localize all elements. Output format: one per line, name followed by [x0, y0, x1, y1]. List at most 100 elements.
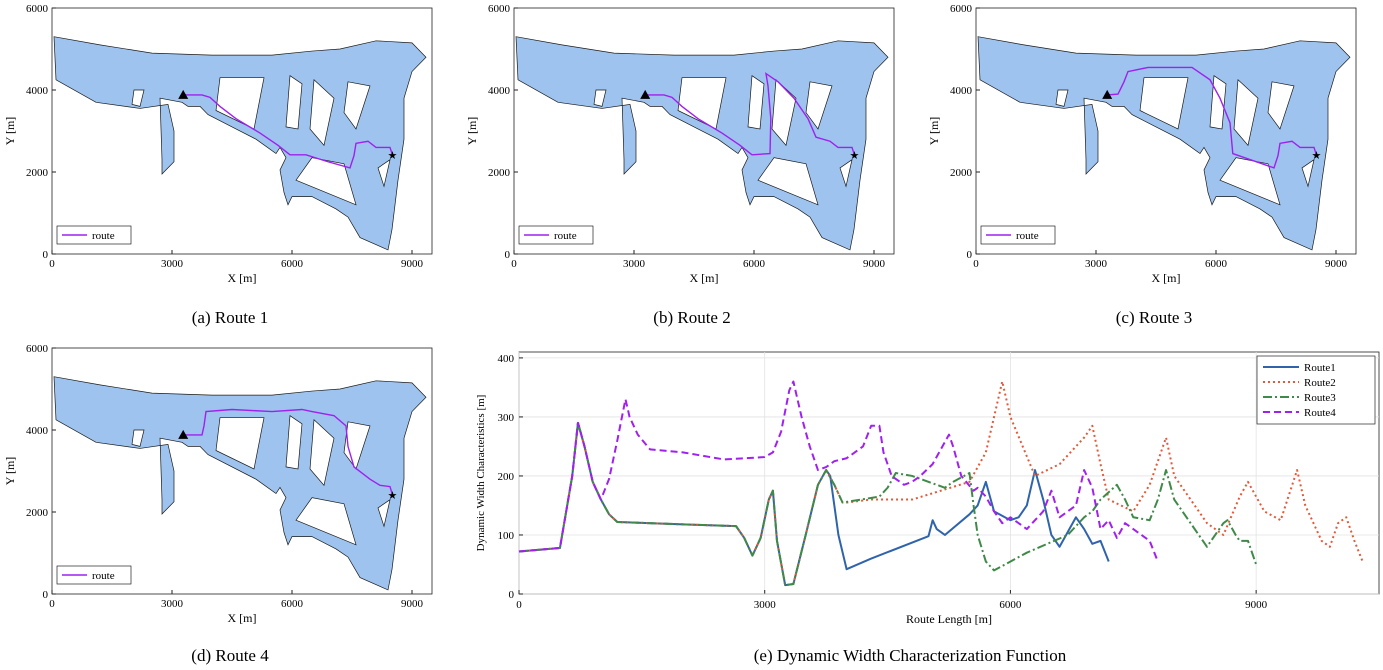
harbour-water — [977, 36, 1351, 251]
legend-label-route4: Route4 — [1304, 407, 1336, 419]
land-area — [1233, 79, 1259, 147]
y-tick-label: 2000 — [950, 167, 973, 179]
x-tick-label: 9000 — [1325, 258, 1348, 270]
width-function-chart: 0 3000 6000 9000 0 100 200 300 400 Route Length [… — [475, 351, 1380, 626]
y-tick-label: 100 — [498, 530, 515, 542]
x-axis-label: X [m] — [690, 271, 719, 285]
caption-a: (a) Route 1 — [191, 308, 269, 327]
route-line — [183, 94, 394, 169]
caption-e: (e) Dynamic Width Characterization Funct… — [753, 646, 1067, 665]
series-line-route4 — [518, 380, 1159, 562]
y-tick-label: 0 — [43, 589, 49, 601]
y-tick-label: 0 — [43, 249, 49, 261]
y-tick-label: 4000 — [950, 85, 973, 97]
x-tick-label: 0 — [511, 258, 517, 270]
route-line — [183, 408, 394, 495]
land-area — [295, 497, 357, 546]
legend-box — [56, 225, 132, 245]
land-area — [757, 157, 819, 206]
y-tick-label: 2000 — [26, 167, 49, 179]
x-tick-label: 6000 — [281, 598, 304, 610]
land-area — [839, 158, 853, 188]
legend-label-route1: Route1 — [1304, 362, 1336, 374]
land-area — [131, 429, 145, 447]
goal-marker: ★ — [387, 150, 397, 162]
legend-label: route — [1016, 230, 1039, 242]
goal-marker: ★ — [1311, 150, 1321, 162]
y-tick-label: 0 — [967, 249, 973, 261]
legend-box — [980, 225, 1056, 245]
y-tick-label: 0 — [505, 249, 511, 261]
panel-d-map: 0 3000 6000 9000 0 2000 4000 6000 X [m] Y [m] ★ rou… — [3, 343, 433, 625]
harbour-water — [53, 36, 427, 251]
x-tick-label: 0 — [49, 598, 55, 610]
land-area — [377, 498, 391, 528]
y-tick-label: 6000 — [26, 343, 49, 355]
legend-label: route — [92, 230, 115, 242]
land-area — [309, 79, 335, 147]
land-area — [1209, 75, 1227, 130]
x-tick-label: 3000 — [161, 258, 184, 270]
start-marker — [1102, 89, 1113, 99]
land-area — [1055, 89, 1069, 107]
land-area — [1301, 158, 1315, 188]
land-area — [771, 79, 797, 147]
y-axis-label: Dynamic Width Characteristics [m] — [475, 395, 487, 552]
goal-marker: ★ — [387, 490, 397, 502]
legend-label: route — [554, 230, 577, 242]
land-area — [377, 158, 391, 188]
series-line-route3 — [518, 421, 1258, 587]
land-area — [805, 81, 833, 130]
land-area — [295, 157, 357, 206]
legend-label: route — [92, 570, 115, 582]
land-area — [215, 417, 265, 470]
land-area — [343, 81, 371, 130]
land-area — [593, 89, 607, 107]
y-tick-label: 0 — [509, 589, 515, 601]
chart-frame — [518, 351, 1380, 595]
start-marker — [178, 429, 189, 439]
harbour-water — [53, 376, 427, 591]
legend-box — [56, 565, 132, 585]
panel-b-map: 0 3000 6000 9000 0 2000 4000 6000 X [m] Y [m] ★ rou… — [465, 3, 895, 285]
route-line — [1107, 66, 1318, 169]
land-area — [285, 75, 303, 130]
x-tick-label: 6000 — [999, 599, 1022, 611]
x-tick-label: 0 — [49, 258, 55, 270]
x-tick-label: 6000 — [1205, 258, 1228, 270]
y-tick-label: 400 — [498, 353, 515, 365]
x-tick-label: 6000 — [281, 258, 304, 270]
land-area — [1139, 77, 1189, 130]
x-tick-label: 3000 — [754, 599, 777, 611]
y-tick-label: 4000 — [488, 85, 511, 97]
x-tick-label: 9000 — [1245, 599, 1268, 611]
caption-d: (d) Route 4 — [191, 646, 269, 665]
x-tick-label: 9000 — [401, 598, 424, 610]
x-tick-label: 9000 — [863, 258, 886, 270]
y-axis-label: Y [m] — [3, 117, 17, 146]
y-tick-label: 4000 — [26, 425, 49, 437]
x-tick-label: 6000 — [743, 258, 766, 270]
legend-label-route2: Route2 — [1304, 377, 1336, 389]
land-area — [131, 89, 145, 107]
panel-a-map: 0 3000 6000 9000 0 2000 4000 6000 X [m] Y [m] ★ rou… — [3, 3, 433, 285]
route-line — [645, 72, 856, 156]
y-axis-label: Y [m] — [465, 117, 479, 146]
x-axis-label: X [m] — [1152, 271, 1181, 285]
legend-box — [518, 225, 594, 245]
harbour-water — [515, 36, 889, 251]
x-tick-label: 0 — [973, 258, 979, 270]
land-area — [747, 75, 765, 130]
x-tick-label: 3000 — [161, 598, 184, 610]
y-tick-label: 6000 — [488, 3, 511, 15]
y-tick-label: 6000 — [950, 3, 973, 15]
x-axis-label: Route Length [m] — [906, 612, 992, 626]
y-tick-label: 2000 — [26, 507, 49, 519]
x-tick-label: 0 — [516, 599, 522, 611]
y-tick-label: 6000 — [26, 3, 49, 15]
x-tick-label: 3000 — [1085, 258, 1108, 270]
land-area — [309, 419, 335, 487]
x-axis-label: X [m] — [228, 271, 257, 285]
y-axis-label: Y [m] — [927, 117, 941, 146]
y-tick-label: 200 — [498, 471, 515, 483]
